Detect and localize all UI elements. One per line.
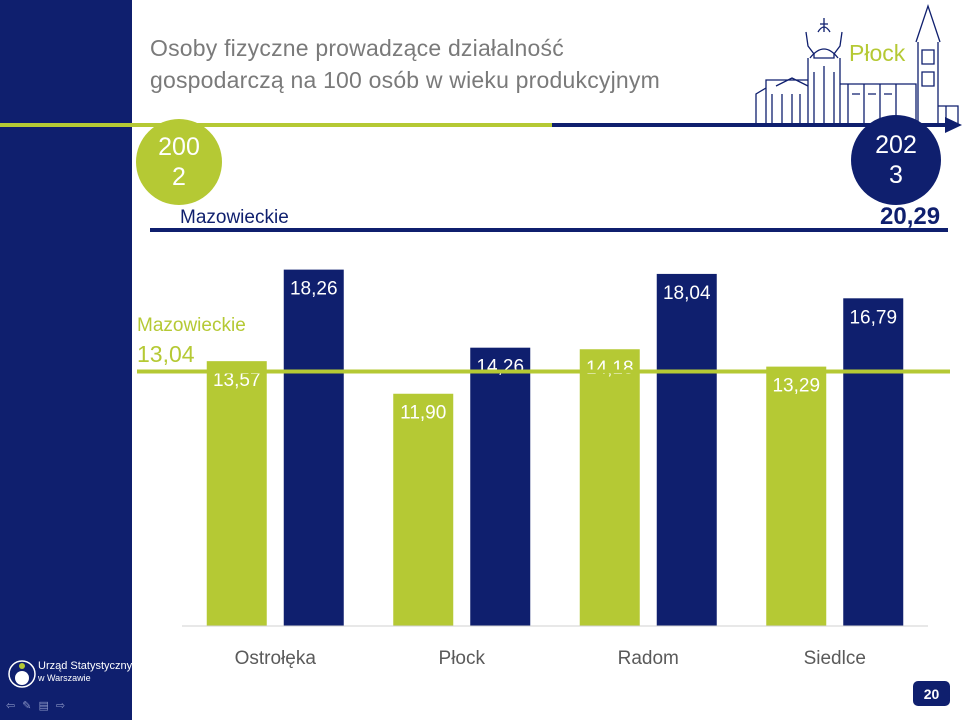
title-line-2: gospodarczą na 100 osób w wieku produkcy… <box>150 67 660 93</box>
data-label-2002-0: 13,57 <box>213 370 261 391</box>
logo-text: Urząd Statystyczny w Warszawie <box>38 660 132 684</box>
data-label-2023-0: 18,26 <box>290 279 338 300</box>
mazowieckie-2002-value: 13,04 <box>137 341 195 367</box>
arrow-right-icon[interactable]: ⇨ <box>55 700 66 712</box>
bar-2002-2 <box>579 349 640 626</box>
year-end-badge: 202 3 <box>851 115 941 205</box>
mazowieckie-2002-label: Mazowieckie <box>137 315 246 336</box>
sidebar <box>0 0 132 720</box>
year-start-badge: 200 2 <box>136 119 222 205</box>
logo-line-2: w Warszawie <box>38 673 91 683</box>
bar-2023-2 <box>656 273 717 626</box>
category-label-2: Radom <box>618 648 679 669</box>
bar-2002-0 <box>206 361 267 626</box>
pen-icon[interactable]: ✎ <box>22 700 32 712</box>
category-label-1: Płock <box>439 648 486 669</box>
data-label-2023-2: 18,04 <box>663 283 711 304</box>
bar-2023-3 <box>843 298 904 626</box>
arrow-head-icon <box>945 117 962 133</box>
mazowieckie-2023-value: 20,29 <box>880 203 941 230</box>
page-number: 20 <box>913 681 950 706</box>
menu-icon[interactable]: ▤ <box>38 700 49 712</box>
data-label-2002-3: 13,29 <box>772 376 820 397</box>
logo-line-1: Urząd Statystyczny <box>38 660 133 672</box>
logo-icon <box>8 660 36 688</box>
city-name: Płock <box>849 40 906 66</box>
cathedral-icon <box>755 3 959 124</box>
data-label-2023-1: 14,26 <box>476 357 524 378</box>
bar-2023-0 <box>283 269 344 626</box>
arrow-left-icon[interactable]: ⇦ <box>6 700 16 712</box>
data-label-2023-3: 16,79 <box>849 307 897 328</box>
slide-nav: ⇦ ✎ ▤ ⇨ <box>6 699 65 712</box>
title-line-1: Osoby fizyczne prowadzące działalność <box>150 35 564 61</box>
bar-2002-1 <box>393 393 454 626</box>
bar-2023-1 <box>470 347 531 626</box>
category-label-0: Ostrołęka <box>235 648 317 669</box>
mazowieckie-2023-label: Mazowieckie <box>180 207 289 228</box>
data-label-2002-1: 11,90 <box>400 403 446 424</box>
year-start-text: 200 2 <box>158 133 200 191</box>
year-end-text: 202 3 <box>875 131 917 189</box>
bar-2002-3 <box>766 366 827 626</box>
slide-title: Osoby fizyczne prowadzące działalność go… <box>150 32 750 96</box>
category-label-3: Siedlce <box>804 648 866 669</box>
data-label-2002-2: 14,18 <box>586 358 634 379</box>
